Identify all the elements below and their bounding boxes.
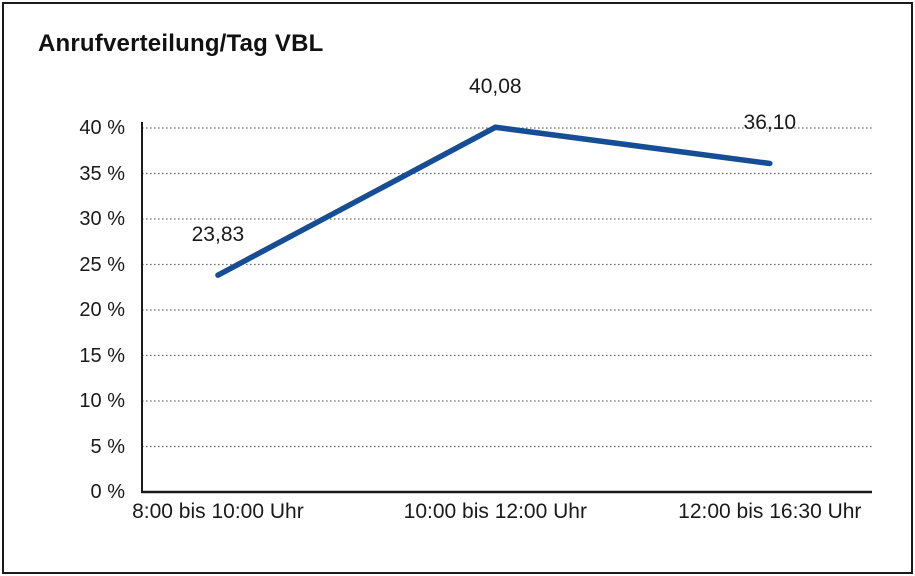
y-tick-label: 30 % [79, 208, 125, 230]
y-tick-label: 15 % [79, 344, 125, 367]
x-tick-label: 10:00 bis 12:00 Uhr [403, 500, 587, 523]
y-tick-label: 35 % [79, 162, 125, 185]
x-tick-label: 8:00 bis 10:00 Uhr [132, 500, 304, 523]
x-tick-label: 12:00 bis 16:30 Uhr [678, 500, 862, 523]
y-tick-label: 40 % [79, 117, 125, 139]
y-tick-label: 25 % [79, 253, 125, 276]
data-point-label: 23,83 [191, 223, 245, 247]
y-tick-label: 20 % [79, 299, 125, 321]
y-tick-label: 10 % [79, 390, 125, 412]
data-point-label: 40,08 [469, 75, 522, 99]
y-tick-label: 5 % [90, 435, 125, 458]
chart-title: Anrufverteilung/Tag VBL [38, 30, 324, 57]
data-line-series [215, 124, 773, 278]
data-point-label: 36,10 [743, 111, 797, 135]
y-tick-label: 0 % [90, 481, 125, 503]
